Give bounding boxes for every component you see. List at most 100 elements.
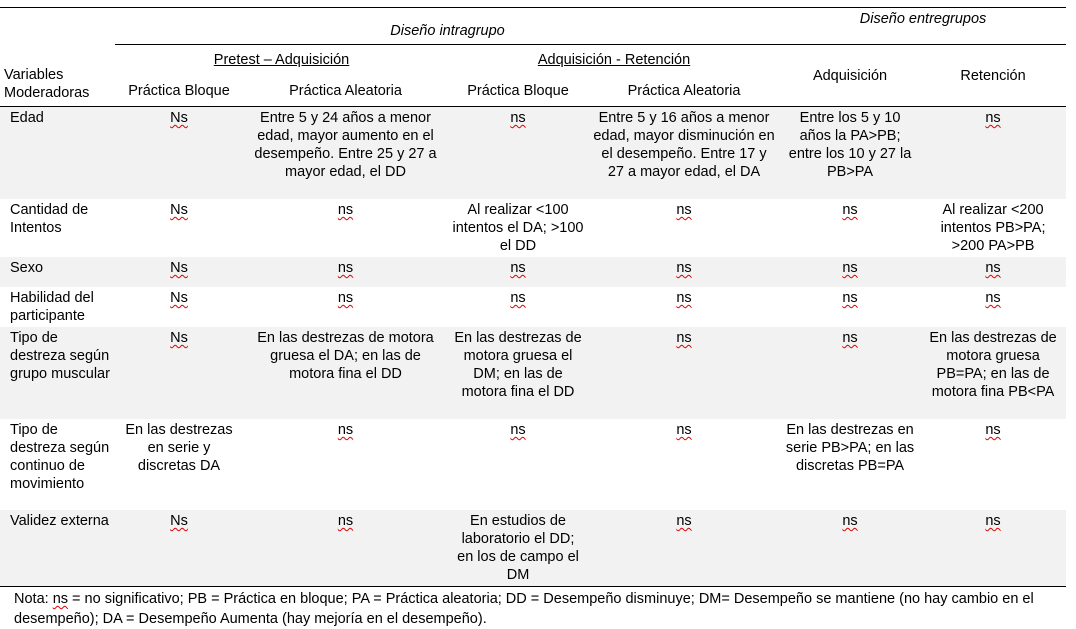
- result-cell: Ns: [115, 106, 243, 199]
- result-text: Entre los 5 y 10 años la PA>PB; entre lo…: [788, 110, 912, 180]
- moderator-variables-table: Variables Moderadoras Diseño intragrupo …: [0, 7, 1067, 587]
- result-text: ns: [842, 330, 858, 346]
- result-text: ns: [676, 513, 692, 529]
- result-text: ns: [337, 290, 354, 306]
- variable-name: Habilidad del participante: [10, 290, 94, 324]
- result-text: ns: [985, 110, 1001, 126]
- result-cell: ns: [243, 287, 448, 327]
- table-row: Validez externa Ns ns En estudios de labora…: [0, 510, 1067, 587]
- result-text: ns: [337, 513, 354, 529]
- result-cell: Entre los 5 y 10 años la PA>PB; entre lo…: [780, 106, 921, 199]
- result-text: ns: [676, 290, 692, 306]
- result-cell: ns: [780, 327, 921, 419]
- result-text: Al realizar <100 intentos el DA; >100 el…: [452, 202, 584, 254]
- result-text: Entre 5 y 24 años a menor edad, mayor au…: [254, 110, 437, 180]
- table-row: Edad Ns Entre 5 y 24 años a menor edad, ma…: [0, 106, 1067, 199]
- variable-cell: Cantidad de Intentos: [0, 199, 115, 257]
- variable-name: Cantidad de Intentos: [10, 202, 89, 236]
- result-cell: ns: [920, 510, 1067, 587]
- pretest-acquisition-label: Pretest – Adquisición: [213, 52, 350, 68]
- table-row: Cantidad de Intentos Ns ns Al realizar <100…: [0, 199, 1066, 257]
- intergroup-acquisition-header: Adquisición: [780, 44, 921, 107]
- result-cell: ns: [243, 419, 448, 510]
- result-cell: ns: [588, 287, 780, 327]
- variables-header: Variables Moderadoras: [0, 7, 115, 107]
- result-cell: ns: [588, 199, 780, 257]
- variable-name: Edad: [10, 110, 44, 126]
- result-text: ns: [510, 422, 526, 438]
- variable-name: Validez externa: [10, 513, 109, 529]
- acquisition-retention-header: Adquisición - Retención: [448, 45, 780, 76]
- table-row: Habilidad del participante Ns ns ns ns ns ns: [0, 287, 1066, 327]
- result-text: En las destrezas de motora gruesa el DA;…: [257, 330, 434, 382]
- result-text: ns: [985, 513, 1001, 529]
- result-text: Ns: [170, 290, 188, 306]
- result-cell: ns: [588, 327, 781, 419]
- result-text: ns: [985, 260, 1001, 276]
- result-text: ns: [510, 290, 526, 306]
- random-practice-header: Práctica Aleatoria: [243, 75, 448, 107]
- result-cell: En estudios de laboratorio el DD; en los…: [448, 510, 588, 587]
- result-text: ns: [676, 330, 692, 346]
- intragroup-design-header: Diseño intragrupo: [115, 7, 781, 45]
- result-cell: Al realizar <200 intentos PB>PA; >200 PA…: [920, 199, 1066, 257]
- result-cell: ns: [920, 419, 1066, 510]
- result-cell: En las destrezas en serie PB>PA; en las …: [780, 419, 920, 510]
- result-cell: ns: [780, 287, 920, 327]
- result-cell: Ns: [115, 510, 243, 587]
- result-cell: ns: [588, 257, 781, 287]
- result-cell: Al realizar <100 intentos el DA; >100 el…: [448, 199, 588, 257]
- result-cell: ns: [780, 199, 920, 257]
- result-cell: ns: [588, 510, 781, 587]
- variable-name: Sexo: [10, 260, 44, 276]
- result-cell: Ns: [115, 327, 243, 419]
- result-text: En estudios de laboratorio el DD; en los…: [457, 513, 579, 583]
- result-cell: ns: [780, 257, 921, 287]
- variable-name: Tipo de destreza según grupo muscular: [10, 330, 110, 382]
- result-cell: ns: [448, 257, 588, 287]
- result-text: ns: [985, 422, 1001, 438]
- variable-cell: Sexo: [0, 257, 115, 287]
- result-cell: ns: [780, 510, 921, 587]
- variable-cell: Habilidad del participante: [0, 287, 115, 327]
- result-text: ns: [337, 422, 354, 438]
- result-cell: En las destrezas en serie y discretas DA: [115, 419, 243, 510]
- result-text: Ns: [170, 330, 188, 346]
- variable-cell: Validez externa: [0, 510, 115, 587]
- result-cell: ns: [920, 257, 1067, 287]
- table-row: Tipo de destreza según continuo de movim…: [0, 419, 1066, 510]
- result-text: Entre 5 y 16 años a menor edad, mayor di…: [593, 110, 775, 180]
- result-text: ns: [676, 202, 692, 218]
- variable-cell: Tipo de destreza según grupo muscular: [0, 327, 115, 419]
- table-note: Nota: ns = no significativo; PB = Prácti…: [14, 591, 1034, 627]
- result-cell: ns: [243, 199, 448, 257]
- block-practice-header: Práctica Bloque: [448, 75, 588, 107]
- variable-cell: Tipo de destreza según continuo de movim…: [0, 419, 115, 510]
- result-cell: ns: [588, 419, 780, 510]
- variable-cell: Edad: [0, 106, 115, 199]
- variable-name: Tipo de destreza según continuo de movim…: [10, 422, 110, 492]
- block-practice-header: Práctica Bloque: [115, 75, 243, 107]
- result-cell: En las destrezas de motora gruesa el DA;…: [243, 327, 448, 419]
- result-text: ns: [337, 202, 354, 218]
- result-cell: En las destrezas de motora gruesa el DM;…: [448, 327, 588, 419]
- result-cell: ns: [448, 106, 588, 199]
- intergroup-design-header: Diseño entregrupos: [780, 7, 1067, 45]
- result-text: ns: [842, 513, 858, 529]
- result-cell: Ns: [115, 287, 243, 327]
- result-text: Ns: [170, 202, 188, 218]
- result-text: En las destrezas de motora gruesa el DM;…: [454, 330, 582, 400]
- result-cell: ns: [920, 106, 1067, 199]
- result-cell: Ns: [115, 257, 243, 287]
- result-text: Al realizar <200 intentos PB>PA; >200 PA…: [940, 202, 1046, 254]
- table-row: Tipo de destreza según grupo muscular Ns E…: [0, 327, 1067, 419]
- result-cell: Entre 5 y 16 años a menor edad, mayor di…: [588, 106, 781, 199]
- result-text: ns: [510, 260, 526, 276]
- intergroup-design-label: Diseño entregrupos: [859, 11, 987, 27]
- result-cell: Ns: [115, 199, 243, 257]
- result-text: ns: [842, 202, 858, 218]
- result-cell: ns: [243, 510, 448, 587]
- result-text: Ns: [170, 260, 188, 276]
- result-cell: ns: [448, 419, 588, 510]
